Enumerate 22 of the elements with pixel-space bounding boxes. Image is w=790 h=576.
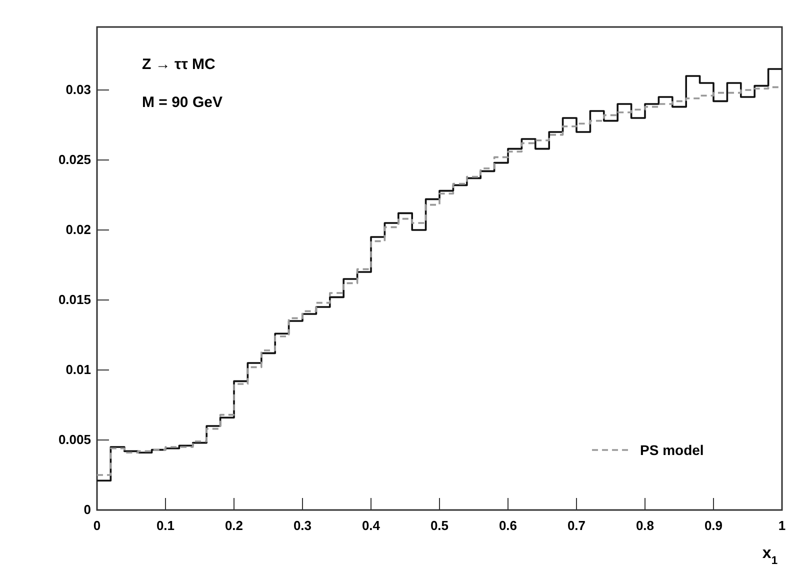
- y-tick-label: 0.03: [66, 82, 91, 97]
- annotation: Z → ττ MC: [142, 56, 216, 73]
- y-tick-label: 0: [84, 502, 91, 517]
- x-axis-title: x$_{1}$: [762, 545, 778, 567]
- x-tick-label: 0.5: [430, 518, 449, 533]
- x-tick-label: 0.2: [224, 518, 244, 533]
- x-tick-label: 1: [778, 518, 786, 533]
- x-tick-label: 0.9: [704, 518, 723, 533]
- x-tick-label: 0.3: [293, 518, 312, 533]
- x-tick-label: 0.1: [156, 518, 175, 533]
- y-tick-label: 0.01: [66, 362, 91, 377]
- y-tick-label: 0.015: [58, 292, 91, 307]
- x-tick-label: 0.7: [567, 518, 586, 533]
- x-tick-label: 0.8: [636, 518, 654, 533]
- annotation: M = 90 GeV: [142, 94, 222, 111]
- legend-label: PS model: [640, 442, 704, 458]
- y-tick-label: 0.02: [66, 222, 91, 237]
- y-tick-label: 0.025: [58, 152, 91, 167]
- x-tick-label: 0: [93, 518, 101, 533]
- y-tick-label: 0.005: [58, 432, 91, 447]
- x-tick-label: 0.6: [498, 518, 518, 533]
- x-tick-label: 0.4: [362, 518, 381, 533]
